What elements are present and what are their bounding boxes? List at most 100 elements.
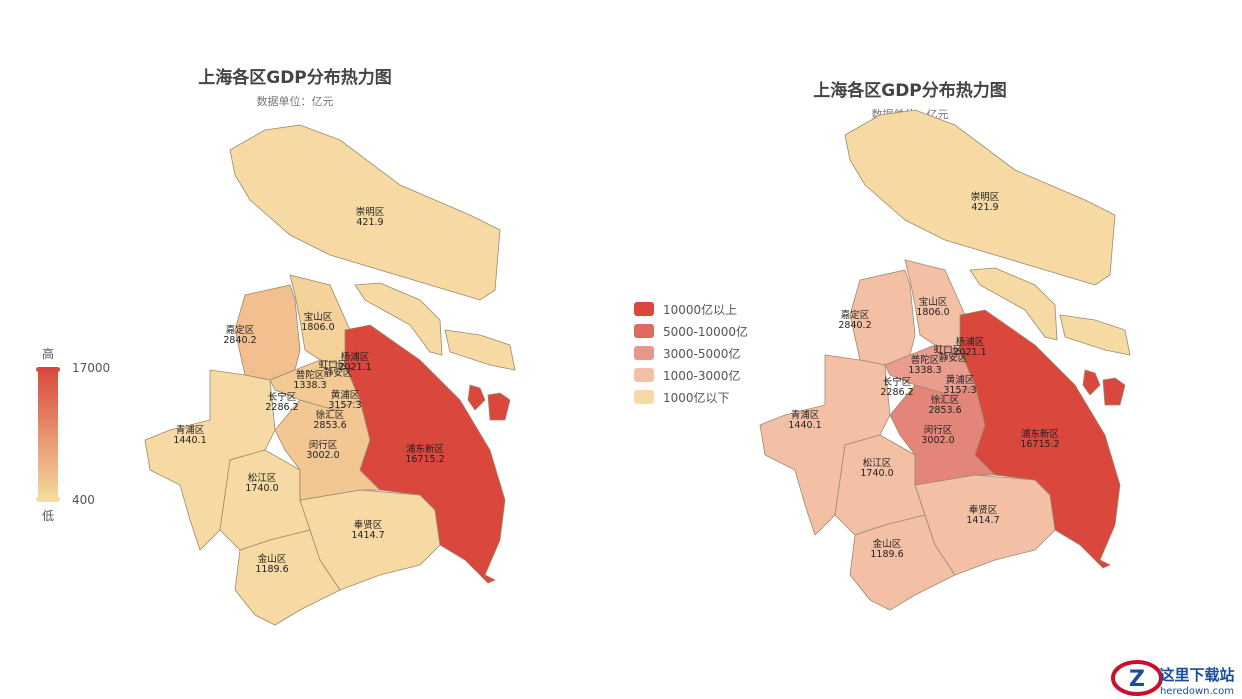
island-changxing [354,282,443,356]
district-fengxian [299,489,441,591]
district-value: 2840.2 [838,320,871,331]
district-label: 普陀区 [296,369,325,381]
island [487,392,511,421]
island [1082,369,1101,396]
district-value: 3002.0 [921,435,954,446]
district-label: 虹口区 [934,345,963,356]
legend-handle-low[interactable] [36,497,60,502]
district-label: 松江区 [248,472,277,484]
district-value: 1414.7 [966,515,999,526]
legend-piece-label[interactable]: 10000亿以上 [663,302,737,317]
district-qingpu [144,369,276,551]
district-value: 2853.6 [313,420,346,431]
district-label: 徐汇区 [316,409,345,421]
district-central [884,344,976,396]
map-right: 上海各区GDP分布热力图 数据单位：亿元 [759,80,1131,611]
district-label: 宝山区 [919,296,948,308]
district-label: 嘉定区 [841,309,870,321]
district-label: 闵行区 [924,424,953,436]
legend-piece-swatch[interactable] [634,302,654,316]
legend-piece-label[interactable]: 1000亿以下 [663,390,730,405]
district-label: 杨浦区 [956,336,985,348]
map-title: 上海各区GDP分布热力图 [198,67,392,88]
map-left: 上海各区GDP分布热力图 数据单位：亿元 [144,67,516,626]
district-value: 3157.3 [328,400,361,411]
district-label: 奉贤区 [969,504,998,516]
district-value: 1189.6 [255,564,288,575]
district-jinshan [849,514,956,611]
visual-map-piecewise: 10000亿以上 5000-10000亿 3000-5000亿 1000-3000亿 1… [634,302,748,405]
legend-piece-swatch[interactable] [634,390,654,404]
district-value: 1806.0 [916,307,949,318]
watermark-url: heredown.com [1160,686,1234,697]
district-value: 1338.3 [293,380,326,391]
island-hengsha [1059,314,1131,356]
district-label: 奉贤区 [354,519,383,531]
legend-low-label: 低 [42,509,54,523]
district-label: 松江区 [863,457,892,469]
district-label: 静安区 [939,352,968,364]
district-label: 青浦区 [176,424,205,436]
legend-min: 400 [72,493,95,507]
district-value: 16715.2 [405,454,444,465]
district-value: 2021.1 [338,362,371,373]
visual-map-continuous: 高 17000 400 低 [36,346,110,523]
district-label: 虹口区 [319,360,348,371]
island [467,384,486,411]
district-value: 1414.7 [351,530,384,541]
island [1102,377,1126,406]
island-hengsha [444,329,516,371]
district-value: 2853.6 [928,405,961,416]
island-changxing [969,267,1058,341]
legend-piece-label[interactable]: 1000-3000亿 [663,368,740,383]
legend-handle-high[interactable] [36,367,60,372]
legend-piece-swatch[interactable] [634,346,654,360]
district-value: 1338.3 [908,365,941,376]
district-value: 3157.3 [943,385,976,396]
district-label: 金山区 [873,538,902,550]
district-chongming [229,124,501,301]
district-label: 徐汇区 [931,394,960,406]
district-central [269,359,361,411]
district-value: 2286.2 [265,402,298,413]
district-label: 闵行区 [309,439,338,451]
district-value: 16715.2 [1020,439,1059,450]
district-label: 浦东新区 [1021,428,1060,440]
district-label: 崇明区 [971,192,1000,203]
legend-piece-swatch[interactable] [634,368,654,382]
district-label: 静安区 [324,367,353,379]
district-jinshan [234,529,341,626]
district-label: 浦东新区 [406,443,445,455]
district-value: 1740.0 [245,483,278,494]
legend-piece-label[interactable]: 5000-10000亿 [663,324,748,339]
svg-text:Z: Z [1129,667,1145,692]
district-label: 长宁区 [883,376,912,388]
district-label: 崇明区 [356,207,385,218]
district-value: 1740.0 [860,468,893,479]
watermark-logo: Z 这里下载站 heredown.com [1111,660,1235,697]
district-value: 1189.6 [870,549,903,560]
district-value: 1806.0 [301,322,334,333]
district-label: 杨浦区 [341,351,370,363]
district-value: 2021.1 [953,347,986,358]
district-label: 普陀区 [911,354,940,366]
district-value: 1440.1 [173,435,206,446]
district-label: 黄浦区 [946,374,975,386]
watermark-text: 这里下载站 [1159,666,1234,684]
district-value: 2286.2 [880,387,913,398]
district-label: 金山区 [258,553,287,565]
map-subtitle: 数据单位：亿元 [257,94,334,108]
legend-gradient-bar [38,367,58,501]
district-value: 1440.1 [788,420,821,431]
legend-piece-swatch[interactable] [634,324,654,338]
district-pudong [959,309,1121,569]
district-label: 青浦区 [791,409,820,421]
district-value: 2840.2 [223,335,256,346]
map-title: 上海各区GDP分布热力图 [813,80,1007,101]
district-chongming [844,109,1116,286]
legend-piece-label[interactable]: 3000-5000亿 [663,346,740,361]
district-value: 421.9 [356,217,383,228]
legend-high-label: 高 [42,346,54,361]
